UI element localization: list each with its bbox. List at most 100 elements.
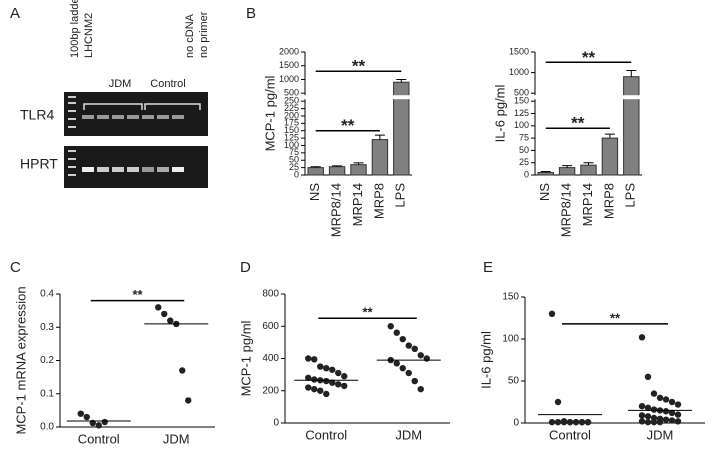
y-tick-label: 25 [289,162,299,172]
y-tick-label: 100 [284,140,299,150]
data-point [341,382,348,390]
x-tick-label: MRP8 [601,183,616,219]
group-label: JDM [109,78,132,90]
y-tick-label: 400 [262,353,279,364]
data-point [644,418,652,426]
data-point [411,345,418,353]
y-tick-label: 0.3 [40,322,54,333]
data-point [656,394,664,401]
error-bar [332,165,343,167]
bar [558,167,576,176]
y-tick-label: 150 [502,292,519,303]
x-tick-label: NS [307,183,322,201]
data-point [548,418,556,426]
y-tick-label: 800 [262,289,279,300]
y-tick-label: 225 [284,103,299,113]
data-point [554,418,562,426]
data-point [329,379,336,386]
data-point [317,387,324,394]
bands [68,96,184,176]
data-point [311,385,318,393]
lane-label: no cDNA [184,13,196,58]
y-tick-label: 150 [284,125,299,135]
y-tick-label: 100 [502,334,519,345]
lane-label: LHCNM2 [83,13,95,58]
data-point [405,369,412,377]
panel-label: E [483,259,493,276]
data-point [668,398,676,406]
y-tick-label: 75 [519,132,529,142]
error-bar [374,134,385,140]
data-point [341,373,348,380]
significance-label: ** [610,310,621,325]
y-axis-label: IL-6 pg/ml [492,84,507,142]
data-point [399,335,406,343]
x-tick-label: JDM [163,431,190,446]
y-tick-label: 0 [524,169,529,179]
data-point [548,310,556,317]
data-point [650,418,658,426]
data-point [323,364,330,372]
data-point [638,418,646,425]
data-point [650,390,658,397]
error-bar [562,165,573,168]
panel-label: D [240,259,251,276]
data-point [650,406,658,413]
x-tick-label: MRP14 [580,183,595,226]
significance-label: ** [582,48,596,67]
y-tick-label: 200 [284,110,299,120]
data-point [662,416,670,423]
row-label: HPRT [20,156,58,172]
row-label: TLR4 [20,107,54,123]
y-tick-label: 1000 [509,67,529,77]
axis-break [529,95,644,100]
error-bar [396,78,407,83]
bar [371,139,389,176]
data-point [417,385,424,393]
data-point [387,323,394,330]
error-bar [626,70,637,77]
bar [307,167,324,176]
data-point [417,352,424,359]
y-tick-label: 125 [514,108,529,118]
y-tick-label: 2000 [279,46,299,56]
error-bar [353,162,364,165]
y-axis-label: IL-6 pg/ml [478,331,493,389]
data-point [95,422,102,429]
data-point [638,412,646,419]
data-point [674,411,682,418]
bar [350,164,367,176]
significance-label: ** [341,116,355,135]
data-point [644,373,652,380]
y-tick-label: 1000 [279,74,299,84]
y-axis-label: MCP-1 pg/ml [262,75,277,151]
axis-break [299,95,414,100]
data-point [101,418,108,426]
x-tick-label: Control [305,427,347,442]
data-point [566,418,574,426]
significance-label: ** [132,287,143,302]
y-tick-label: 25 [519,157,529,167]
y-tick-label: 250 [284,96,299,106]
y-tick-label: 0.2 [40,355,54,366]
panel-label: B [246,5,256,22]
data-point [578,418,586,426]
data-point [662,396,670,403]
data-point [393,360,400,367]
data-point [411,377,418,385]
data-point [668,409,676,417]
bar [601,137,619,176]
y-tick-label: 50 [519,145,529,155]
y-tick-label: 100 [514,120,529,130]
data-point [185,397,192,404]
x-tick-label: JDM [395,427,422,442]
y-tick-label: 50 [508,376,520,387]
data-point [644,413,652,420]
data-point [560,418,568,426]
data-point [668,417,676,424]
significance-label: ** [352,57,366,76]
data-point [311,376,318,383]
x-tick-label: JDM [647,427,674,442]
x-tick-label: Control [549,427,591,442]
